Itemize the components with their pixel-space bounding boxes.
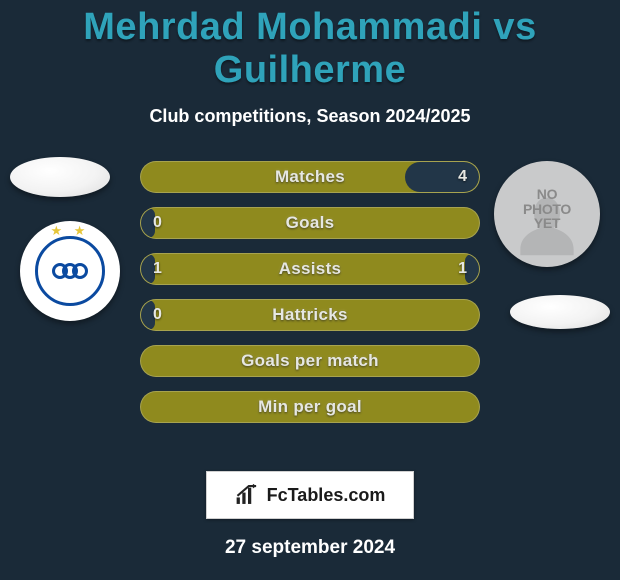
comparison-content: ★ ★ NO PHOTO YET Matches4Goals0Assists11… <box>0 161 620 461</box>
fctables-logo-icon <box>235 484 261 506</box>
stat-bar: Goals0 <box>140 207 480 239</box>
club-rings-icon <box>55 263 85 279</box>
stat-bar-left-value: 1 <box>153 254 162 284</box>
player-right-club-logo <box>510 295 610 329</box>
no-photo-line2: PHOTO <box>523 201 571 217</box>
stat-bar: Matches4 <box>140 161 480 193</box>
stat-bar-label: Matches <box>141 162 479 192</box>
club-stars-icon: ★ ★ <box>38 223 102 239</box>
stat-bar: Min per goal <box>140 391 480 423</box>
stat-bar-label: Min per goal <box>141 392 479 422</box>
stat-bar: Hattricks0 <box>140 299 480 331</box>
player-right-avatar: NO PHOTO YET <box>494 161 600 267</box>
player-left-avatar <box>10 157 110 197</box>
stat-bar-left-value: 0 <box>153 300 162 330</box>
page-subtitle: Club competitions, Season 2024/2025 <box>0 106 620 127</box>
branding-badge: FcTables.com <box>206 471 414 519</box>
date-label: 27 september 2024 <box>0 537 620 559</box>
no-photo-label: NO PHOTO YET <box>494 187 600 231</box>
stat-bar: Assists1 1 <box>140 253 480 285</box>
no-photo-line3: YET <box>534 215 560 231</box>
stat-bar-label: Assists <box>141 254 479 284</box>
branding-text: FcTables.com <box>267 485 386 506</box>
stat-bar-label: Goals <box>141 208 479 238</box>
stat-bar-left-value: 0 <box>153 208 162 238</box>
no-photo-line1: NO <box>537 186 557 202</box>
stat-bar-right-value: 4 <box>458 162 467 192</box>
stat-bar: Goals per match <box>140 345 480 377</box>
player-left-club-logo: ★ ★ <box>20 221 120 321</box>
stat-bars-container: Matches4Goals0Assists11Hattricks0Goals p… <box>140 161 480 437</box>
page-title: Mehrdad Mohammadi vs Guilherme <box>0 0 620 92</box>
club-logo-esteghlal: ★ ★ <box>35 236 105 306</box>
stat-bar-right-value: 1 <box>458 254 467 284</box>
stat-bar-label: Goals per match <box>141 346 479 376</box>
stat-bar-label: Hattricks <box>141 300 479 330</box>
